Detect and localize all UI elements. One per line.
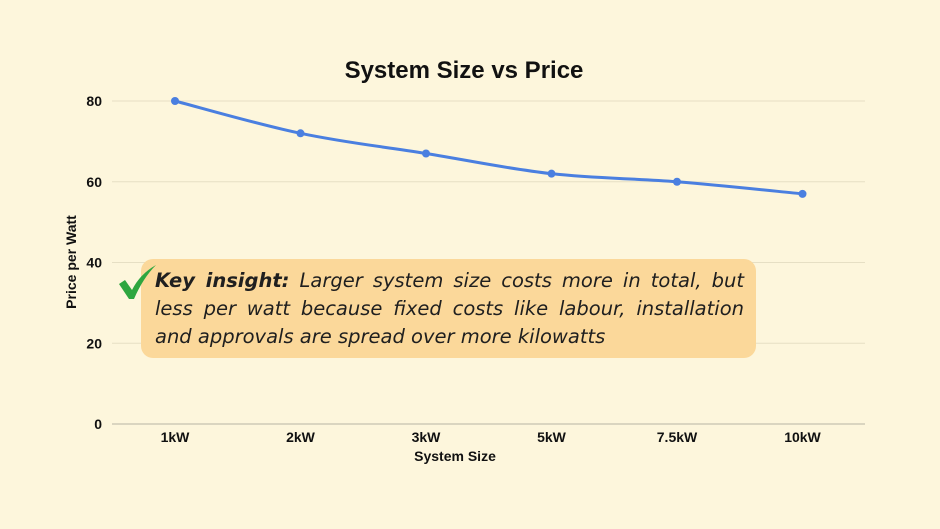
chart-title: System Size vs Price — [345, 57, 584, 84]
x-tick-label: 3kW — [412, 429, 442, 445]
key-insight-callout: Key insight: Larger system size costs mo… — [141, 259, 756, 358]
x-tick-label: 7.5kW — [657, 429, 698, 445]
y-tick-label: 40 — [86, 255, 102, 271]
data-point-5kW — [547, 169, 556, 178]
series-line — [173, 99, 804, 196]
data-point-10kW — [798, 189, 807, 198]
y-tick-labels: 0 20 40 60 80 — [86, 93, 102, 432]
data-point-1kW — [171, 97, 179, 105]
y-tick-label: 20 — [86, 335, 102, 351]
x-tick-label: 2kW — [286, 429, 316, 445]
checkmark-icon — [119, 265, 156, 299]
x-tick-label: 10kW — [784, 429, 821, 445]
callout-label: Key insight: — [155, 269, 290, 292]
callout-text: Larger system size costs more in total, … — [155, 269, 745, 348]
x-tick-labels: 1kW 2kW 3kW 5kW 7.5kW 10kW — [161, 429, 822, 445]
x-tick-label: 5kW — [537, 429, 567, 445]
y-tick-label: 60 — [86, 174, 102, 190]
y-tick-label: 80 — [86, 93, 102, 109]
data-point-3kW — [422, 149, 430, 158]
y-axis-label: Price per Watt — [63, 215, 79, 309]
x-axis-label: System Size — [414, 448, 496, 464]
x-tick-label: 1kW — [161, 429, 191, 445]
data-point-2kW — [296, 129, 305, 138]
data-point-7.5kW — [673, 177, 681, 186]
y-tick-label: 0 — [94, 416, 102, 432]
data-points — [171, 97, 807, 198]
